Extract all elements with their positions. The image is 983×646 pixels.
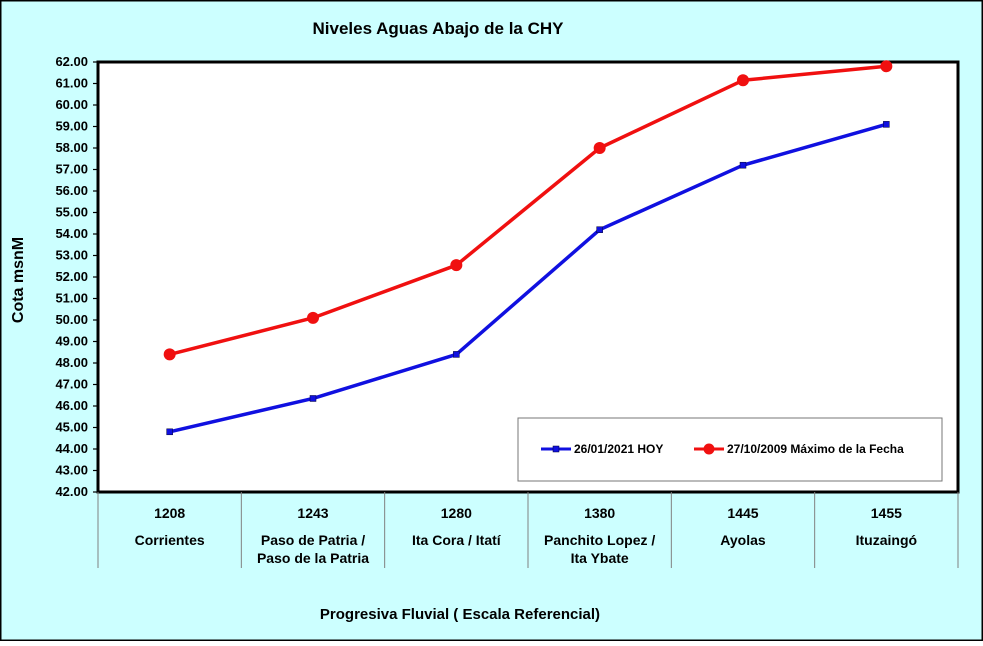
data-point-0 (739, 161, 747, 169)
y-tick-label: 52.00 (55, 269, 88, 284)
y-tick-label: 60.00 (55, 97, 88, 112)
x-category-label: Ita Cora / Itatí (412, 532, 502, 548)
y-tick-label: 61.00 (55, 76, 88, 91)
y-tick-label: 57.00 (55, 162, 88, 177)
y-tick-label: 54.00 (55, 226, 88, 241)
y-tick-label: 43.00 (55, 463, 88, 478)
y-tick-label: 55.00 (55, 205, 88, 220)
x-category-km: 1380 (584, 505, 615, 521)
x-category-km: 1243 (297, 505, 328, 521)
x-category-label: Paso de Patria / (261, 532, 365, 548)
legend-marker-hoy (552, 445, 560, 453)
legend-box (517, 417, 943, 482)
data-point-0 (309, 395, 317, 402)
x-category-label: Ituzaingó (856, 532, 917, 548)
data-point-0 (596, 226, 603, 233)
x-category-km: 1280 (441, 505, 472, 521)
y-tick-label: 42.00 (55, 484, 88, 499)
x-category-km: 1455 (871, 505, 902, 521)
x-category-label-line2: Paso de la Patria (257, 550, 369, 566)
data-point-1 (737, 74, 749, 87)
data-point-1 (163, 348, 176, 361)
chart-title: Niveles Aguas Abajo de la CHY (313, 19, 565, 38)
legend-label-max: 27/10/2009 Máximo de la Fecha (727, 442, 904, 456)
y-axis: 42.00 43.00 44.00 45.00 46.00 47.00 48.00 49.00… (55, 54, 98, 499)
y-tick-label: 44.00 (55, 441, 88, 456)
y-tick-label: 59.00 (55, 119, 88, 134)
data-point-1 (593, 142, 606, 154)
x-axis-label: Progresiva Fluvial ( Escala Referencial) (320, 606, 600, 623)
y-axis-label: Cota msnM (10, 237, 27, 323)
y-tick-label: 47.00 (55, 377, 88, 392)
legend-label-hoy: 26/01/2021 HOY (574, 442, 663, 456)
x-category-label-line2: Ita Ybate (571, 550, 629, 566)
data-point-1 (307, 311, 319, 324)
y-tick-label: 53.00 (55, 248, 88, 263)
x-category-km: 1208 (154, 505, 185, 521)
series-layer (163, 60, 893, 436)
x-category-label: Panchito Lopez / (544, 532, 655, 548)
y-tick-label: 50.00 (55, 312, 88, 327)
data-point-0 (453, 351, 460, 358)
x-category-label: Corrientes (135, 532, 205, 548)
data-point-1 (880, 60, 893, 73)
x-axis-table: 1208 Corrientes 1243 Paso de Patria / Paso d… (97, 492, 959, 568)
y-tick-label: 48.00 (55, 355, 88, 370)
series-line-1 (169, 64, 887, 357)
x-category-km: 1445 (727, 505, 758, 521)
series-line-0 (169, 122, 887, 434)
y-tick-label: 51.00 (55, 291, 88, 306)
y-tick-label: 49.00 (55, 334, 88, 349)
y-tick-label: 46.00 (55, 398, 88, 413)
y-tick-label: 58.00 (55, 140, 88, 155)
data-point-0 (883, 121, 890, 128)
legend: 26/01/2021 HOY 27/10/2009 Máximo de la F… (517, 417, 943, 482)
data-point-1 (450, 259, 463, 272)
y-tick-label: 56.00 (55, 183, 88, 198)
y-tick-label: 45.00 (55, 420, 88, 435)
x-category-label: Ayolas (720, 532, 766, 548)
y-tick-label: 62.00 (55, 54, 88, 69)
legend-marker-max (703, 443, 715, 455)
data-point-0 (166, 428, 173, 436)
